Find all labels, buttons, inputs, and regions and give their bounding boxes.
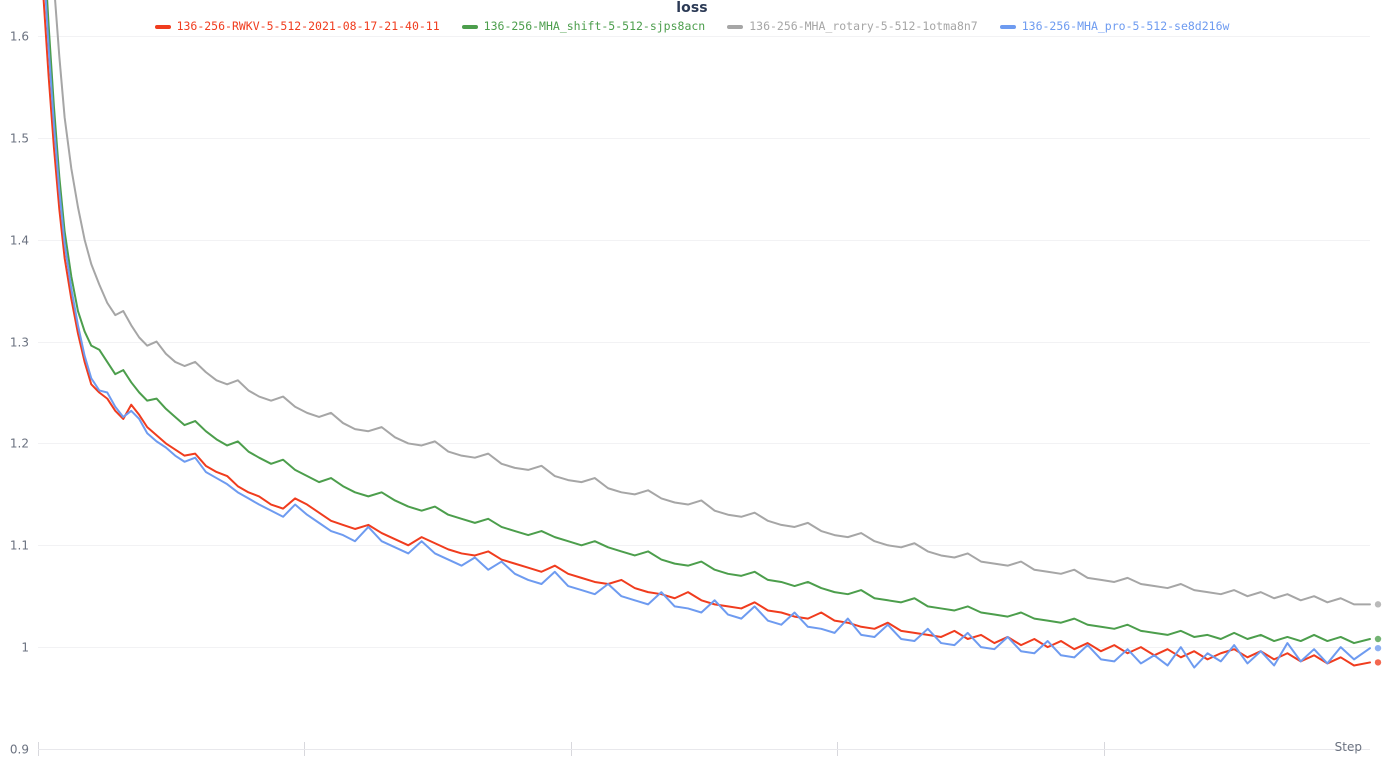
legend-line-swatch xyxy=(461,24,478,29)
legend-item-label: 136-256-RWKV-5-512-2021-08-17-21-40-11 xyxy=(176,19,440,33)
y-axis-tick-label: 1.1 xyxy=(10,539,29,553)
y-axis-tick-label: 1.5 xyxy=(10,132,29,146)
y-axis-tick-label: 1.6 xyxy=(10,30,29,44)
legend-item[interactable]: 136-256-RWKV-5-512-2021-08-17-21-40-11 xyxy=(154,19,440,33)
series-endpoint-dot xyxy=(1374,601,1382,608)
y-axis-tick-label: 1 xyxy=(21,641,29,655)
chart-legend: 136-256-RWKV-5-512-2021-08-17-21-40-11 13… xyxy=(0,20,1384,33)
series-endpoint-markers xyxy=(1374,601,1382,666)
legend-item[interactable]: 136-256-MHA_rotary-5-512-1otma8n7 xyxy=(727,19,978,33)
series-line xyxy=(54,0,1371,606)
series-line xyxy=(42,0,1371,667)
legend-line-swatch xyxy=(999,24,1016,29)
y-axis-tick-label: 1.4 xyxy=(10,234,29,248)
legend-item-label: 136-256-MHA_rotary-5-512-1otma8n7 xyxy=(749,19,978,33)
series-lines xyxy=(42,0,1371,669)
series-endpoint-dot xyxy=(1374,659,1382,666)
legend-item-label: 136-256-MHA_pro-5-512-se8d216w xyxy=(1021,19,1230,33)
series-line xyxy=(46,0,1371,645)
y-axis-tick-labels: 1.6 1.5 1.4 1.3 1.2 1.1 1 0.9 xyxy=(10,30,29,757)
legend-item[interactable]: 136-256-MHA_pro-5-512-se8d216w xyxy=(999,19,1230,33)
y-axis-tick-label: 0.9 xyxy=(10,743,29,757)
x-axis-title: Step xyxy=(1335,740,1362,754)
legend-line-swatch xyxy=(154,24,171,29)
legend-item-label: 136-256-MHA_shift-5-512-sjps8acn xyxy=(483,19,706,33)
series-line xyxy=(44,0,1371,669)
series-endpoint-dot xyxy=(1374,635,1382,643)
legend-line-swatch xyxy=(727,24,744,29)
y-axis-tick-label: 1.3 xyxy=(10,336,29,350)
legend-item[interactable]: 136-256-MHA_shift-5-512-sjps8acn xyxy=(461,19,706,33)
page-title: loss xyxy=(676,0,708,16)
series-endpoint-dot xyxy=(1374,644,1382,652)
y-axis-tick-label: 1.2 xyxy=(10,437,29,451)
gridlines xyxy=(38,36,1370,750)
